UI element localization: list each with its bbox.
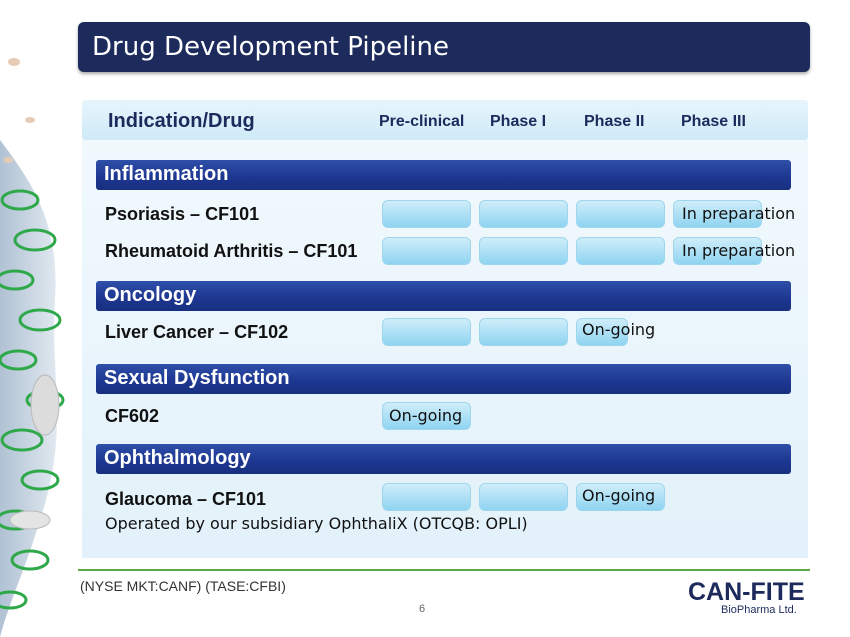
logo-wordmark: CAN-FITE xyxy=(688,578,805,606)
progress-bar-preclinical xyxy=(382,318,471,346)
progress-bar-phase-3 xyxy=(673,200,762,228)
progress-bar-phase-2 xyxy=(576,483,665,511)
column-header-phase-1: Phase I xyxy=(490,113,547,130)
drug-rheumatoid-arthritis: Rheumatoid Arthritis – CF101 xyxy=(105,241,358,261)
progress-bar-phase-2 xyxy=(576,318,628,346)
page-number: 6 xyxy=(419,603,426,615)
column-header-phase-3: Phase III xyxy=(681,113,746,130)
progress-bar-phase-1 xyxy=(479,237,568,265)
column-header-phase-2: Phase II xyxy=(584,113,645,130)
canfite-logo: CAN-FITE BioPharma Ltd. xyxy=(688,578,818,618)
category-label: Oncology xyxy=(104,284,197,306)
status-label: In preparation xyxy=(682,204,796,223)
drug-liver-cancer: Liver Cancer – CF102 xyxy=(105,322,289,342)
progress-bar-phase-3 xyxy=(673,237,762,265)
drug-glaucoma: Glaucoma – CF101 xyxy=(105,489,267,509)
footer-divider xyxy=(78,569,810,571)
status-label: On-going xyxy=(582,486,656,505)
category-label: Inflammation xyxy=(104,163,229,185)
logo-subtitle: BioPharma Ltd. xyxy=(721,604,797,616)
progress-bar-preclinical xyxy=(382,483,471,511)
status-label: On-going xyxy=(389,406,463,425)
progress-bar-preclinical xyxy=(382,237,471,265)
decorative-molecule-image xyxy=(0,0,80,637)
drug-cf602: CF602 xyxy=(105,406,160,426)
category-sexual-dysfunction: Sexual Dysfunction xyxy=(96,364,791,394)
subsidiary-note: Operated by our subsidiary OphthaliX (OT… xyxy=(105,514,528,533)
stock-tickers: (NYSE MKT:CANF) (TASE:CFBI) xyxy=(80,578,286,594)
progress-bar-phase-1 xyxy=(479,200,568,228)
category-label: Ophthalmology xyxy=(104,447,251,469)
column-header-preclinical: Pre-clinical xyxy=(379,113,465,130)
progress-bar-phase-1 xyxy=(479,483,568,511)
category-inflammation: Inflammation xyxy=(96,160,791,190)
category-label: Sexual Dysfunction xyxy=(104,367,290,389)
progress-bar-phase-1 xyxy=(479,318,568,346)
progress-bar-preclinical xyxy=(382,402,471,430)
category-ophthalmology: Ophthalmology xyxy=(96,444,791,474)
table-header xyxy=(82,100,808,140)
category-oncology: Oncology xyxy=(96,281,791,311)
status-label: On-going xyxy=(582,320,656,339)
status-label: In preparation xyxy=(682,241,796,260)
drug-psoriasis: Psoriasis – CF101 xyxy=(105,204,260,224)
page-title: Drug Development Pipeline xyxy=(92,32,450,62)
title-bar: Drug Development Pipeline xyxy=(78,22,810,72)
progress-bar-phase-2 xyxy=(576,200,665,228)
column-header-indication: Indication/Drug xyxy=(108,110,255,132)
progress-bar-preclinical xyxy=(382,200,471,228)
progress-bar-phase-2 xyxy=(576,237,665,265)
